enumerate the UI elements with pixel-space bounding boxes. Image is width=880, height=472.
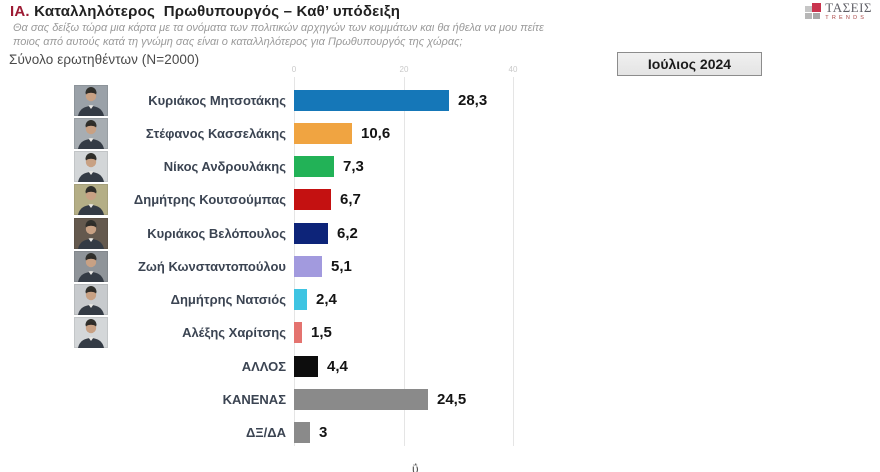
candidate-name-label: ΚΑΝΕΝΑΣ bbox=[222, 392, 286, 407]
sample-size-label: Σύνολο ερωτηθέντων (N=2000) bbox=[9, 52, 200, 67]
result-value-label: 28,3 bbox=[458, 92, 488, 109]
chart-row: Κυριάκος Βελόπουλος 6,2 bbox=[0, 218, 880, 249]
candidate-photo bbox=[74, 317, 108, 348]
result-value-label: 7,3 bbox=[343, 158, 364, 175]
chart-row: Στέφανος Κασσελάκης 10,6 bbox=[0, 118, 880, 149]
result-value-label: 5,1 bbox=[331, 258, 352, 275]
gridline bbox=[513, 77, 514, 446]
logo-text: ΤΑΣΕΙΣ TRENDS bbox=[825, 0, 872, 22]
chart-row: Δημήτρης Κουτσούμπας 6,7 bbox=[0, 184, 880, 215]
candidate-photo bbox=[74, 284, 108, 315]
chart-row: Κυριάκος Μητσοτάκης 28,3 bbox=[0, 85, 880, 116]
chart-row: ΑΛΛΟΣ 4,4 bbox=[0, 351, 880, 382]
candidate-name-label: ΔΞ/ΔΑ bbox=[245, 425, 286, 440]
result-bar bbox=[294, 90, 449, 111]
tasis-trends-logo: ΤΑΣΕΙΣ TRENDS bbox=[805, 0, 872, 22]
chart-row: ΚΑΝΕΝΑΣ 24,5 bbox=[0, 384, 880, 415]
logo-name: ΤΑΣΕΙΣ bbox=[825, 0, 872, 15]
candidate-name-label: Αλέξης Χαρίτσης bbox=[182, 325, 286, 340]
candidate-photo bbox=[74, 151, 108, 182]
person-silhouette-icon bbox=[78, 87, 104, 116]
x-axis-tick-label: 0 bbox=[291, 65, 297, 74]
candidate-photo bbox=[74, 118, 108, 149]
page-title: ΙΑ. Καταλληλότερος Πρωθυπουργός – Καθ’ υ… bbox=[10, 3, 400, 20]
result-bar bbox=[294, 389, 428, 410]
candidate-name-label: Δημήτρης Νατσιός bbox=[170, 292, 286, 307]
logo-grid-icon bbox=[805, 3, 822, 20]
result-value-label: 6,7 bbox=[340, 191, 361, 208]
period-badge: Ιούλιος 2024 bbox=[617, 52, 762, 76]
chart-row: Ζωή Κωνσταντοπούλου 5,1 bbox=[0, 251, 880, 282]
result-bar bbox=[294, 289, 307, 310]
result-bar bbox=[294, 223, 328, 244]
person-silhouette-icon bbox=[78, 186, 104, 215]
result-value-label: 6,2 bbox=[337, 225, 358, 242]
candidate-photo bbox=[74, 85, 108, 116]
result-bar bbox=[294, 256, 322, 277]
result-bar bbox=[294, 422, 310, 443]
result-value-label: 3 bbox=[319, 424, 328, 441]
page-title-text: Καταλληλότερος Πρωθυπουργός – Καθ’ υπόδε… bbox=[29, 3, 401, 20]
person-silhouette-icon bbox=[78, 220, 104, 249]
x-axis-tick-label: 40 bbox=[508, 65, 518, 74]
gridline bbox=[404, 77, 405, 446]
result-bar bbox=[294, 123, 352, 144]
chart-row: Αλέξης Χαρίτσης 1,5 bbox=[0, 317, 880, 348]
result-value-label: 2,4 bbox=[316, 291, 337, 308]
result-value-label: 10,6 bbox=[361, 125, 391, 142]
person-silhouette-icon bbox=[78, 286, 104, 315]
logo-subname: TRENDS bbox=[825, 15, 868, 21]
result-bar bbox=[294, 189, 331, 210]
candidate-name-label: Στέφανος Κασσελάκης bbox=[145, 126, 286, 141]
x-axis-tick-label: 20 bbox=[399, 65, 409, 74]
candidate-photo bbox=[74, 184, 108, 215]
cropped-bottom-text: ΰ bbox=[412, 462, 419, 472]
question-text: Θα σας δείξω τώρα μια κάρτα με τα ονόματ… bbox=[13, 22, 544, 48]
candidate-photo bbox=[74, 251, 108, 282]
person-silhouette-icon bbox=[78, 120, 104, 149]
person-silhouette-icon bbox=[78, 319, 104, 348]
person-silhouette-icon bbox=[78, 153, 104, 182]
chart-row: Νίκος Ανδρουλάκης 7,3 bbox=[0, 151, 880, 182]
chart-row: Δημήτρης Νατσιός 2,4 bbox=[0, 284, 880, 315]
candidate-name-label: Νίκος Ανδρουλάκης bbox=[163, 159, 286, 174]
section-number: ΙΑ. bbox=[10, 3, 30, 20]
candidate-name-label: ΑΛΛΟΣ bbox=[241, 359, 286, 374]
candidate-name-label: Κυριάκος Μητσοτάκης bbox=[148, 93, 286, 108]
candidate-name-label: Κυριάκος Βελόπουλος bbox=[147, 226, 286, 241]
candidate-name-label: Δημήτρης Κουτσούμπας bbox=[133, 192, 286, 207]
chart-row: ΔΞ/ΔΑ 3 bbox=[0, 417, 880, 448]
candidate-name-label: Ζωή Κωνσταντοπούλου bbox=[137, 259, 286, 274]
candidate-photo bbox=[74, 218, 108, 249]
result-bar bbox=[294, 322, 302, 343]
person-silhouette-icon bbox=[78, 253, 104, 282]
result-value-label: 1,5 bbox=[311, 324, 332, 341]
result-value-label: 24,5 bbox=[437, 391, 467, 408]
result-bar bbox=[294, 356, 318, 377]
result-value-label: 4,4 bbox=[327, 358, 348, 375]
result-bar bbox=[294, 156, 334, 177]
